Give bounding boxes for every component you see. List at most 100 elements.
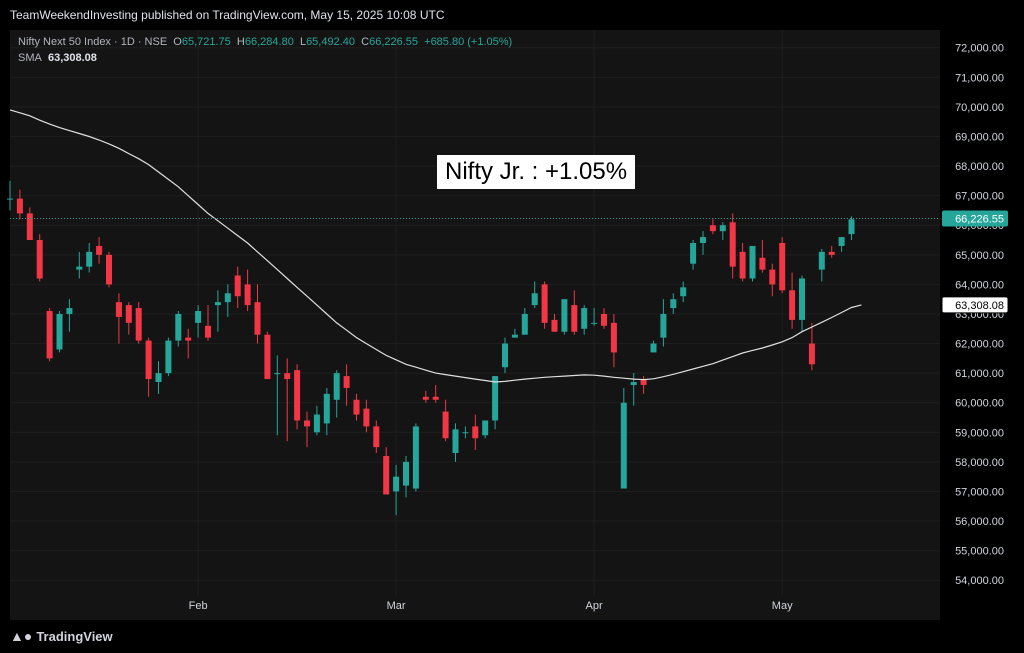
candle-body — [601, 313, 607, 326]
candle-body — [135, 308, 142, 341]
high-value: 66,284.80 — [244, 36, 294, 48]
candle-body — [422, 396, 429, 400]
open-value: 65,721.75 — [181, 36, 231, 48]
y-tick-label: 71,000.00 — [955, 72, 1004, 84]
sma-legend: SMA 63,308.08 — [18, 52, 97, 64]
open-label: O — [173, 36, 182, 48]
candle-body — [502, 343, 508, 368]
candle-body — [818, 251, 825, 270]
x-tick-label: Apr — [586, 600, 603, 612]
candle-body — [690, 242, 697, 264]
candle-body — [214, 302, 221, 306]
candle-body — [779, 242, 786, 291]
candle-body — [155, 373, 162, 383]
candle-body — [521, 313, 528, 335]
candle-body — [680, 287, 687, 297]
candle-body — [769, 269, 776, 285]
candle-body — [234, 275, 241, 297]
candle-body — [719, 225, 726, 232]
candle-body — [759, 257, 766, 270]
y-tick-label: 69,000.00 — [955, 131, 1004, 143]
candle-body — [620, 402, 627, 489]
candle-body — [670, 299, 677, 309]
tradingview-logo[interactable]: ▲● TradingView — [10, 628, 113, 644]
candle-body — [432, 396, 439, 400]
candle-body — [640, 379, 647, 385]
candle-body — [323, 393, 330, 424]
candle-body — [551, 319, 558, 332]
high-label: H — [236, 36, 245, 48]
close-label: C — [361, 36, 370, 48]
candle-body — [175, 313, 182, 341]
candle-body — [541, 284, 548, 323]
candle-body — [185, 337, 192, 341]
y-tick-label: 67,000.00 — [955, 191, 1004, 203]
candle-body — [333, 373, 340, 400]
y-tick-label: 61,000.00 — [955, 368, 1004, 380]
y-tick-label: 62,000.00 — [955, 339, 1004, 351]
candle-body — [452, 429, 459, 454]
sma-line — [9, 109, 862, 383]
candle-body — [96, 245, 103, 255]
annotation-label[interactable]: Nifty Jr. : +1.05% — [437, 155, 636, 189]
last-price-badge — [942, 210, 1008, 227]
candle-body — [828, 251, 835, 255]
candle-body — [205, 325, 211, 338]
candle-body — [115, 302, 122, 317]
candle-body — [224, 293, 231, 303]
candle-body — [561, 299, 568, 332]
candle-body — [412, 426, 419, 489]
candle-body — [789, 290, 796, 320]
y-tick-label: 55,000.00 — [955, 546, 1004, 558]
candle-body — [838, 237, 845, 246]
y-tick-label: 57,000.00 — [955, 486, 1004, 498]
last-price-label: 66,226.55 — [955, 214, 1004, 226]
candle-body — [442, 411, 449, 439]
candle-body — [145, 340, 152, 380]
logo-text: TradingView — [36, 629, 113, 644]
publisher-header: TeamWeekendInvesting published on Tradin… — [10, 8, 445, 22]
candle-body — [660, 313, 667, 338]
candle-body — [739, 251, 746, 279]
candle-body — [571, 305, 578, 332]
candle-body — [86, 251, 93, 267]
candle-body — [106, 254, 112, 285]
candle-body — [274, 373, 281, 375]
candle-body — [581, 308, 588, 329]
close-value: 66,226.55 — [369, 36, 419, 48]
sma-label: SMA — [18, 52, 42, 64]
candle-body — [482, 420, 489, 436]
candle-body — [244, 284, 251, 306]
candle-body — [125, 305, 132, 323]
candle-body — [799, 278, 805, 320]
y-tick-label: 54,000.00 — [955, 575, 1004, 587]
y-tick-label: 56,000.00 — [955, 516, 1004, 528]
plot-area[interactable] — [10, 30, 940, 620]
candle-body — [294, 370, 301, 421]
candle-body — [26, 213, 33, 241]
candle-body — [363, 408, 370, 427]
y-tick-label: 70,000.00 — [955, 102, 1004, 114]
candle-body — [630, 382, 637, 385]
y-tick-label: 72,000.00 — [955, 43, 1004, 55]
sma-badge — [941, 296, 1009, 314]
candle-body — [373, 426, 380, 448]
y-tick-label: 59,000.00 — [955, 427, 1004, 439]
x-tick-label: Mar — [387, 600, 406, 612]
candle-body — [462, 432, 469, 434]
candle-body — [56, 313, 63, 350]
symbol-name: Nifty Next 50 Index · 1D · NSE — [18, 36, 168, 48]
candle-body — [76, 266, 83, 270]
candle-body — [650, 343, 657, 353]
candle-body — [313, 414, 320, 433]
candle-body — [264, 334, 271, 380]
candle-body — [7, 198, 13, 200]
candle-body — [472, 426, 479, 439]
candle-body — [353, 399, 360, 415]
candle-body — [195, 311, 202, 323]
y-tick-label: 68,000.00 — [955, 161, 1004, 173]
candle-body — [610, 322, 617, 353]
y-tick-label: 58,000.00 — [955, 457, 1004, 469]
candle-body — [165, 340, 172, 374]
